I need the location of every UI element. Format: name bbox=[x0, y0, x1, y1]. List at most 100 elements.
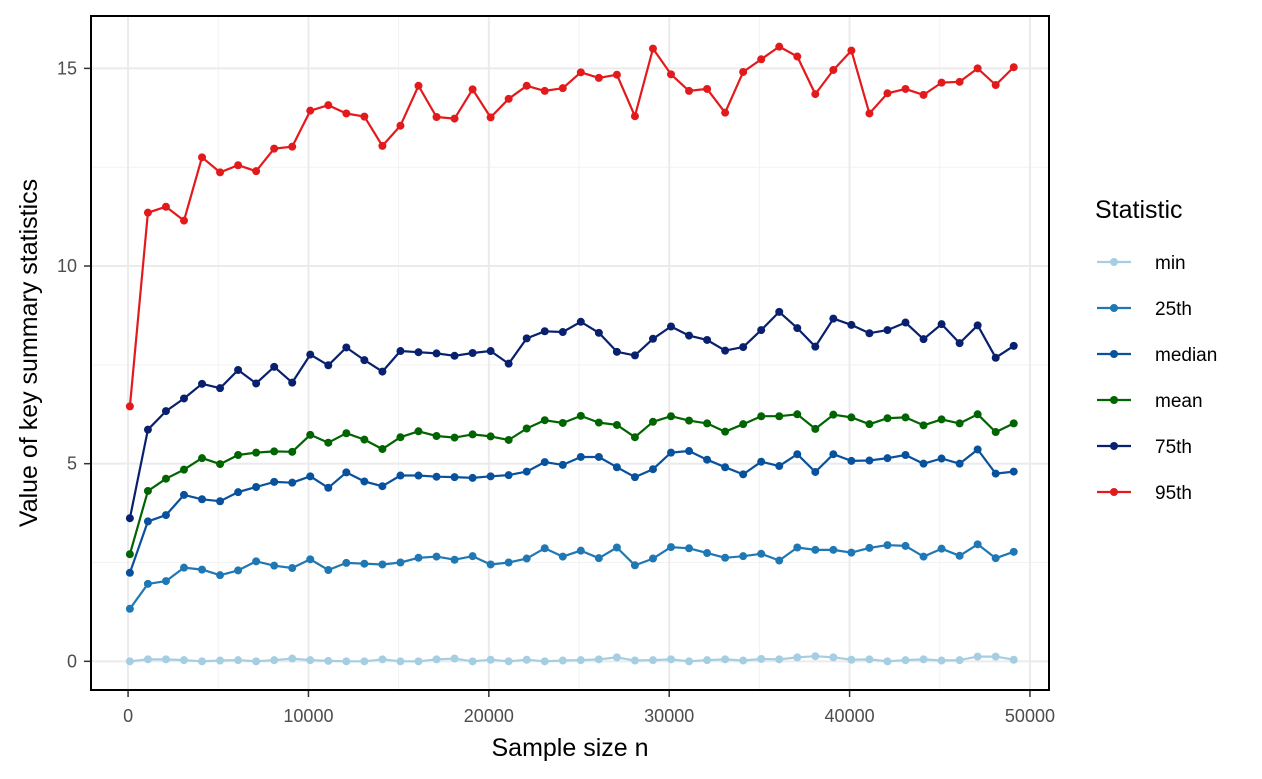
data-point bbox=[1009, 547, 1018, 556]
data-point bbox=[342, 558, 351, 567]
data-point bbox=[955, 339, 964, 348]
data-point bbox=[829, 314, 838, 323]
data-point bbox=[648, 44, 657, 53]
data-point bbox=[594, 655, 603, 664]
series-min bbox=[125, 652, 1018, 666]
data-point bbox=[973, 540, 982, 549]
legend-key-point bbox=[1110, 442, 1118, 450]
legend-key-point bbox=[1110, 396, 1118, 404]
data-point bbox=[612, 653, 621, 662]
legend-item-25th: 25th bbox=[1097, 299, 1192, 320]
data-point bbox=[793, 543, 802, 552]
data-point bbox=[757, 549, 766, 558]
data-point bbox=[161, 577, 170, 586]
data-point bbox=[378, 367, 387, 376]
data-point bbox=[612, 420, 621, 429]
data-point bbox=[306, 656, 315, 665]
data-point bbox=[432, 349, 441, 358]
data-point bbox=[919, 90, 928, 99]
data-point bbox=[1009, 419, 1018, 428]
data-point bbox=[739, 343, 748, 352]
data-point bbox=[685, 416, 694, 425]
data-point bbox=[775, 307, 784, 316]
data-point bbox=[901, 413, 910, 422]
data-point bbox=[739, 67, 748, 76]
data-point bbox=[522, 554, 531, 563]
data-point bbox=[432, 655, 441, 664]
data-point bbox=[540, 458, 549, 467]
data-point bbox=[468, 430, 477, 439]
data-point bbox=[161, 202, 170, 211]
data-point bbox=[342, 109, 351, 118]
data-point bbox=[216, 571, 225, 580]
data-point bbox=[143, 655, 152, 664]
data-point bbox=[234, 488, 243, 497]
data-point bbox=[739, 552, 748, 561]
data-point bbox=[143, 486, 152, 495]
data-point bbox=[721, 346, 730, 355]
data-point bbox=[522, 655, 531, 664]
data-point bbox=[414, 657, 423, 666]
data-point bbox=[648, 554, 657, 563]
data-point bbox=[288, 378, 297, 387]
data-point bbox=[847, 655, 856, 664]
data-point bbox=[667, 543, 676, 552]
data-point bbox=[919, 421, 928, 430]
data-point bbox=[973, 321, 982, 330]
data-point bbox=[865, 109, 874, 118]
data-point bbox=[576, 68, 585, 77]
data-point bbox=[396, 121, 405, 130]
data-point bbox=[919, 459, 928, 468]
data-point bbox=[612, 463, 621, 472]
x-axis: 0 10000 20000 30000 40000 50000 bbox=[123, 691, 1055, 726]
data-point bbox=[576, 546, 585, 555]
data-point bbox=[973, 410, 982, 419]
data-point bbox=[811, 545, 820, 554]
data-point bbox=[179, 656, 188, 665]
data-point bbox=[252, 167, 261, 176]
data-point bbox=[901, 541, 910, 550]
data-point bbox=[324, 656, 333, 665]
data-point bbox=[324, 566, 333, 575]
y-tick-label: 10 bbox=[57, 256, 77, 276]
data-point bbox=[432, 432, 441, 441]
data-point bbox=[757, 654, 766, 663]
data-point bbox=[468, 349, 477, 357]
data-point bbox=[685, 657, 694, 666]
series-25th bbox=[125, 540, 1018, 613]
x-tick-label: 50000 bbox=[1005, 706, 1055, 726]
legend-key-point bbox=[1110, 258, 1118, 266]
data-point bbox=[648, 465, 657, 474]
legend-item-75th: 75th bbox=[1097, 437, 1192, 458]
data-point bbox=[558, 328, 567, 337]
data-point bbox=[1009, 655, 1018, 664]
data-point bbox=[179, 490, 188, 499]
data-point bbox=[594, 452, 603, 461]
data-point bbox=[198, 495, 207, 504]
data-point bbox=[450, 473, 459, 482]
data-point bbox=[865, 543, 874, 552]
legend-key-point bbox=[1110, 488, 1118, 496]
data-point bbox=[991, 469, 1000, 478]
data-point bbox=[306, 555, 315, 564]
data-point bbox=[324, 438, 333, 447]
data-point bbox=[847, 320, 856, 329]
series-layer bbox=[125, 42, 1018, 666]
data-point bbox=[522, 334, 531, 343]
data-point bbox=[198, 379, 207, 388]
data-point bbox=[360, 356, 369, 365]
data-point bbox=[468, 552, 477, 561]
data-point bbox=[865, 655, 874, 664]
data-point bbox=[125, 550, 134, 559]
data-point bbox=[991, 652, 1000, 661]
data-point bbox=[252, 448, 261, 457]
data-point bbox=[1009, 63, 1018, 72]
legend-item-mean: mean bbox=[1097, 391, 1203, 412]
data-point bbox=[198, 454, 207, 463]
data-point bbox=[414, 81, 423, 90]
data-point bbox=[468, 473, 477, 482]
data-point bbox=[216, 460, 225, 469]
data-point bbox=[667, 322, 676, 331]
data-point bbox=[955, 419, 964, 428]
data-point bbox=[558, 460, 567, 469]
